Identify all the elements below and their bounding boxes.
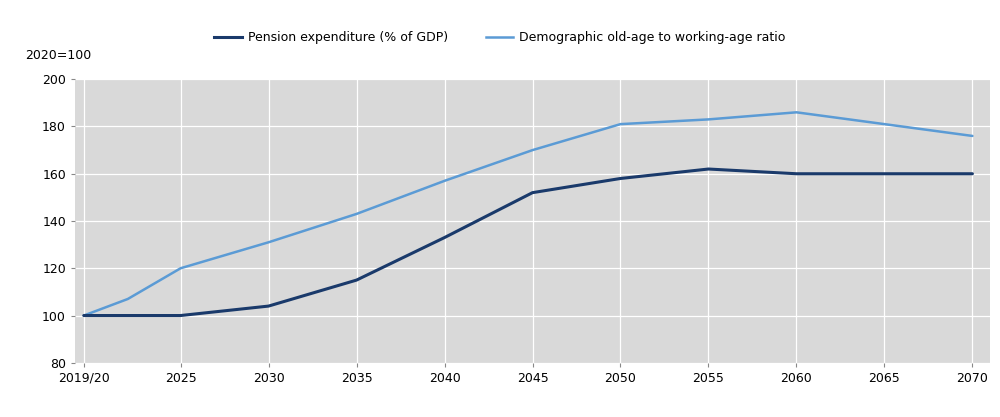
Text: 2020=100: 2020=100 — [25, 49, 91, 62]
Legend: Pension expenditure (% of GDP), Demographic old-age to working-age ratio: Pension expenditure (% of GDP), Demograp… — [209, 26, 791, 49]
